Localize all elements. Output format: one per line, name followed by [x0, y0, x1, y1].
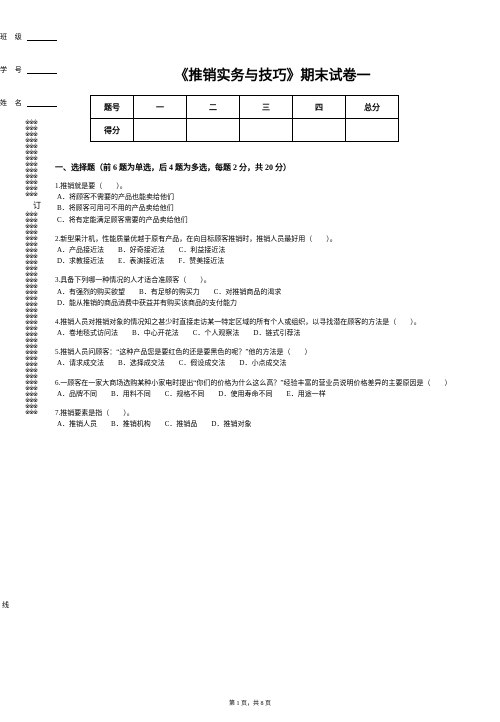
q-opt: A．有强烈的购买欲望 B．有足够的购买力 C．对推销商品的渴求	[57, 287, 490, 298]
line-class	[27, 40, 57, 41]
q-opt: A．卷地毯式访问法 B．中心开花法 C．个人观察法 D．链式引荐法	[57, 328, 490, 339]
mark-xian: 线	[2, 600, 9, 610]
q-opt: A．品牌不同 B．用料不同 C．规格不同 D．使用寿命不同 E．用途一样	[57, 389, 490, 400]
question-5: 5.推销人员问顾客：“这种产品您是要红色的还是要黑色的呢？”他的方法是（ ） A…	[55, 347, 490, 369]
q-opt: D．能从推销的商品消费中获益并有购买该商品的支付能力	[57, 298, 490, 309]
q-opt: B．将顾客可用可不用的产品卖给他们	[57, 203, 490, 214]
question-1: 1.推销就是要（ ）。 A．将顾客不需要的产品也能卖给他们 B．将顾客可用可不用…	[55, 181, 490, 226]
section-1-heading: 一、选择题（前 6 题为单选，后 4 题为多选，每题 2 分，共 20 分）	[55, 162, 490, 173]
page-footer: 第 1 页，共 8 页	[0, 698, 500, 707]
cell: 题号	[91, 96, 134, 119]
q-opt: D．求教接近法 E．表演接近法 F．赞美接近法	[57, 256, 490, 267]
question-3: 3.具备下列哪一种情况的人才适合准顾客（ ）。 A．有强烈的购买欲望 B．有足够…	[55, 275, 490, 309]
cell: 得分	[91, 119, 134, 142]
question-4: 4.推销人员对推销对象的情况知之甚少时直接走访某一特定区域的所有个人或组织，以寻…	[55, 317, 490, 339]
label-class: 班 级	[0, 32, 25, 42]
q-opt: A．产品接近法 B．好奇接近法 C．利益接近法	[57, 245, 490, 256]
line-name	[27, 106, 57, 107]
cell	[240, 119, 293, 142]
question-7: 7.推销要素是指（ ）。 A．推销人员 B．推销机构 C．推销品 D．推销对象	[55, 408, 490, 430]
q-opt: A．推销人员 B．推销机构 C．推销品 D．推销对象	[57, 419, 490, 430]
page: 班 级 学 号 姓 名 ※※※※※※※※※※※※※※※ ※※※※※※※※※※※※…	[0, 0, 500, 722]
hatch-mid: ※※※※※※※※※※※※※※※ ※※※※※※※※※※※※※※※ ※※※※※※※※…	[25, 212, 37, 416]
cell: 二	[187, 96, 240, 119]
q-stem: 1.推销就是要（ ）。	[55, 181, 490, 192]
q-opt: A．请求成交法 B．选择成交法 C．假设成交法 D．小点成交法	[57, 358, 490, 369]
cell	[134, 119, 187, 142]
mark-ding: 订	[33, 200, 41, 211]
line-id	[27, 73, 57, 74]
label-name: 姓 名	[0, 98, 25, 108]
cell: 总分	[346, 96, 399, 119]
q-opt: C．将有定能满足顾客需要的产品卖给他们	[57, 215, 490, 226]
cell: 一	[134, 96, 187, 119]
cell	[346, 119, 399, 142]
score-table: 题号 一 二 三 四 总分 得分	[90, 95, 399, 142]
q-opt: A．将顾客不需要的产品也能卖给他们	[57, 192, 490, 203]
question-6: 6.一顾客在一家大商场选购某种小家电时提出“你们的价格为什么这么高？”经验丰富的…	[55, 378, 490, 400]
q-stem: 7.推销要素是指（ ）。	[55, 408, 490, 419]
q-stem: 2.新型果汁机，性能质量优越于原有产品，在向目标顾客推销时，推销人员最好用（ ）…	[55, 234, 490, 245]
hatch-top: ※※※※※※※※※※※※※※※ ※※※※※※※※※※※※※※※ ※※※※※※※※…	[25, 120, 37, 198]
q-stem: 5.推销人员问顾客：“这种产品您是要红色的还是要黑色的呢？”他的方法是（ ）	[55, 347, 490, 358]
exam-title: 《推销实务与技巧》期末试卷一	[55, 65, 490, 85]
binding-margin: 班 级 学 号 姓 名 ※※※※※※※※※※※※※※※ ※※※※※※※※※※※※…	[0, 0, 45, 722]
label-id: 学 号	[0, 65, 25, 75]
cell	[293, 119, 346, 142]
q-stem: 4.推销人员对推销对象的情况知之甚少时直接走访某一特定区域的所有个人或组织，以寻…	[55, 317, 490, 328]
cell: 四	[293, 96, 346, 119]
table-row: 题号 一 二 三 四 总分	[91, 96, 399, 119]
cell: 三	[240, 96, 293, 119]
question-2: 2.新型果汁机，性能质量优越于原有产品，在向目标顾客推销时，推销人员最好用（ ）…	[55, 234, 490, 268]
table-row: 得分	[91, 119, 399, 142]
cell	[187, 119, 240, 142]
content-area: 《推销实务与技巧》期末试卷一 题号 一 二 三 四 总分 得分 一、选择题（前 …	[55, 0, 490, 438]
q-stem: 3.具备下列哪一种情况的人才适合准顾客（ ）。	[55, 275, 490, 286]
q-stem: 6.一顾客在一家大商场选购某种小家电时提出“你们的价格为什么这么高？”经验丰富的…	[55, 378, 490, 389]
